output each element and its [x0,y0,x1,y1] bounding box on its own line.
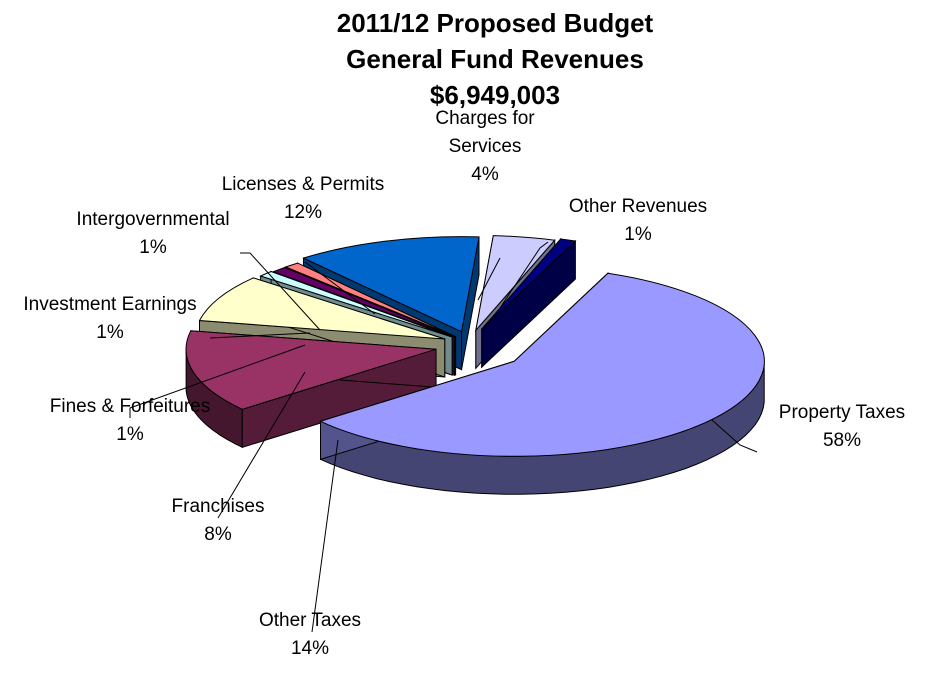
pie-slice-top [198,277,445,340]
chart-title: 2011/12 Proposed Budget [336,8,654,38]
slice-label: Investment Earnings 1% [23,294,196,343]
slice-label: Other Revenues 1% [569,196,707,245]
pie-slice-top [481,238,577,330]
pie-slice-top [474,235,556,332]
leader-line [477,257,501,301]
leader-line [240,252,321,331]
slice-label: Fines & Forfeitures 1% [50,396,211,445]
pie-slice-other-revenues [481,237,577,369]
chart-subtitle: General Fund Revenues [346,44,644,74]
leader-line [209,332,311,339]
leader-line [217,371,306,519]
slice-label: Other Taxes 14% [259,610,361,659]
pie-slice-other-taxes [185,330,437,449]
slice-label: Property Taxes 58% [779,402,905,451]
slice-label: Franchises 8% [172,496,265,545]
pie-slice-top [284,262,456,338]
pie-slice-top [259,270,453,338]
slice-label: Charges for Services 4% [435,108,535,185]
leader-line [499,241,549,309]
slice-label: Intergovernmental 1% [76,209,229,258]
leader-line [304,261,376,315]
pie-slice-property-taxes [319,272,765,495]
chart-total: $6,949,003 [429,80,561,110]
pie-slice-top [272,266,455,338]
pie-slice-top [319,272,765,457]
slice-label: Licenses & Permits 12% [222,174,385,223]
leader-line [711,419,758,453]
pie-slice-top [302,236,480,333]
leader-line [129,344,306,418]
leader-line [311,439,339,633]
pie-slice-top [185,330,437,410]
